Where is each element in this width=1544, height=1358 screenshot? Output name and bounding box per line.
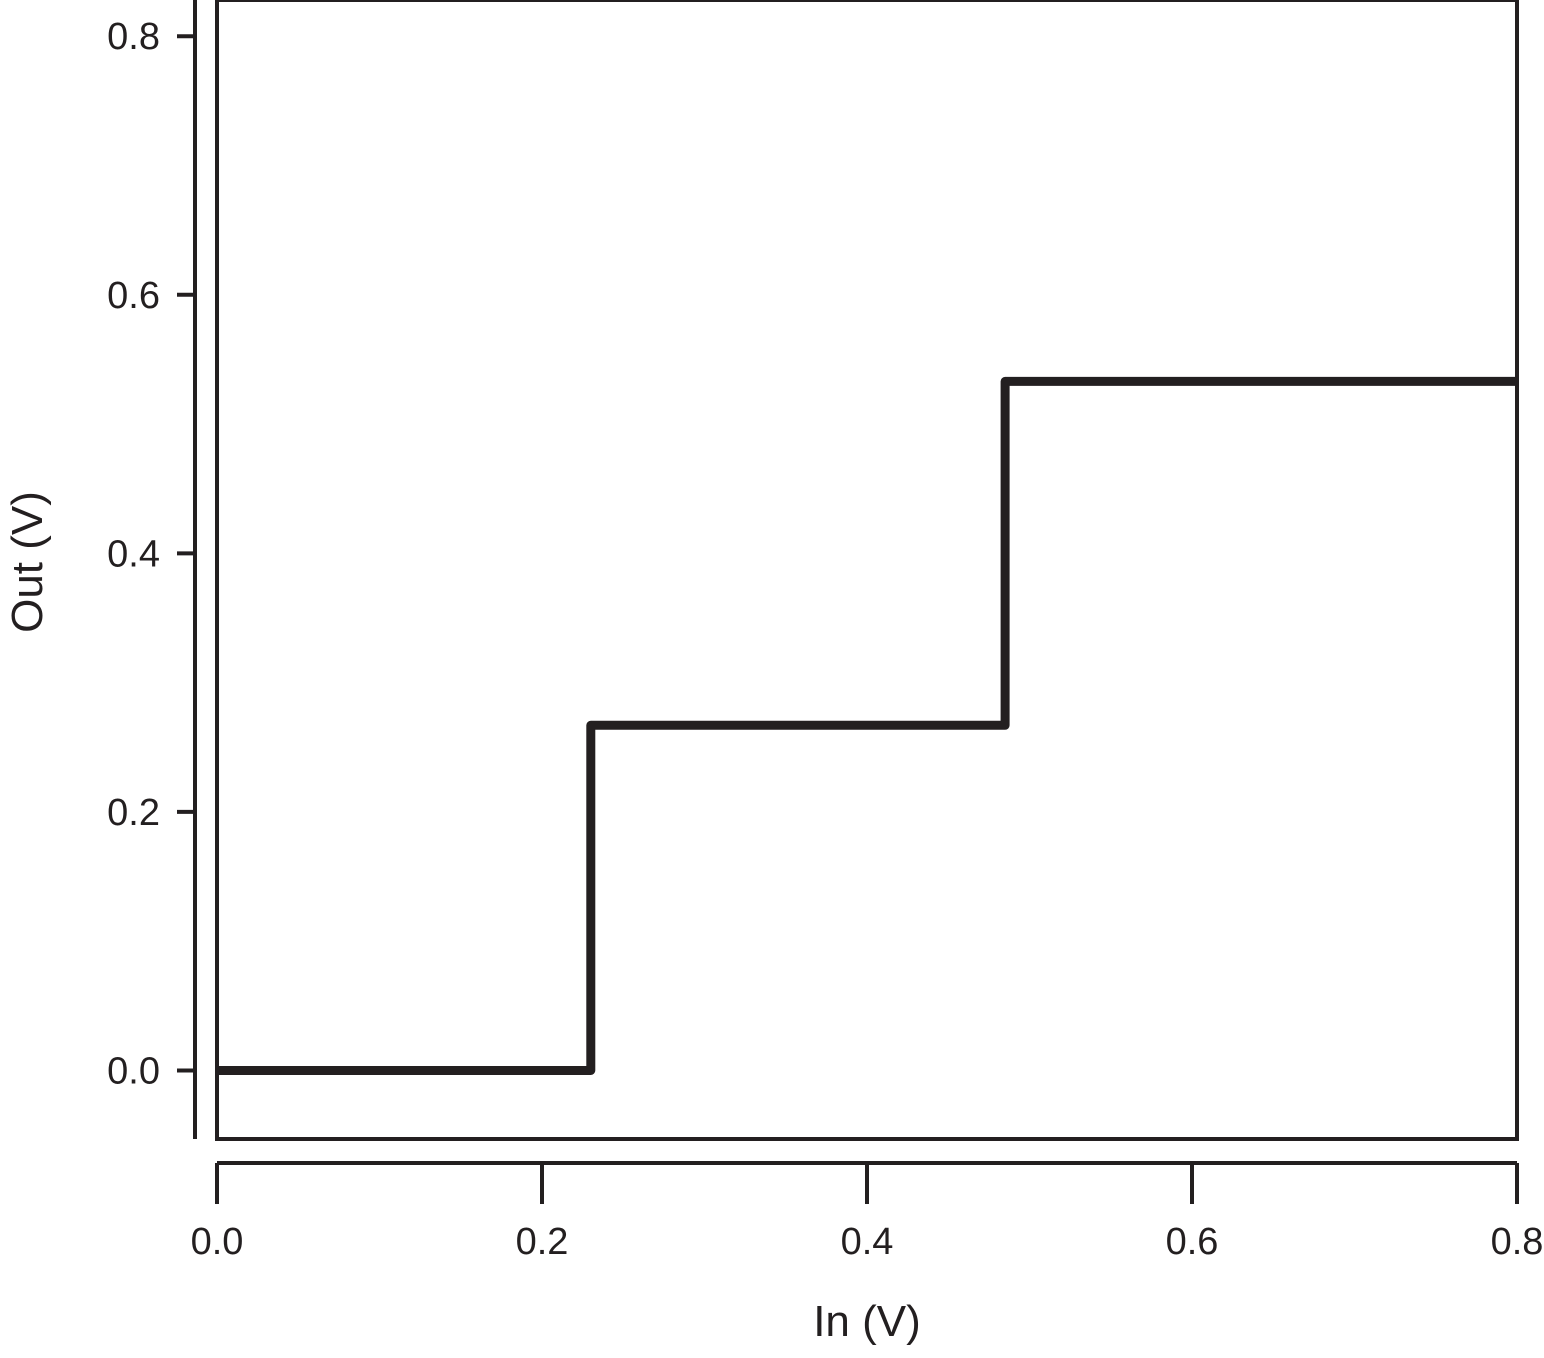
x-tick-label: 0.0 xyxy=(191,1221,244,1263)
x-tick-label: 0.4 xyxy=(841,1221,894,1263)
y-tick-label: 0.4 xyxy=(107,533,160,575)
x-tick-label: 0.2 xyxy=(516,1221,569,1263)
y-tick-label: 0.8 xyxy=(107,16,160,58)
y-tick-label: 0.2 xyxy=(107,792,160,834)
x-axis-ticks: 0.0 0.2 0.4 0.6 0.8 xyxy=(191,1163,1544,1263)
plot-frame xyxy=(215,0,1519,1141)
series-line xyxy=(217,376,1517,1075)
x-axis-title: In (V) xyxy=(813,1297,921,1346)
y-axis-title: Out (V) xyxy=(3,491,52,633)
y-axis-ticks: 0.0 0.2 0.4 0.6 0.8 xyxy=(107,16,195,1092)
y-tick-label: 0.0 xyxy=(107,1050,160,1092)
x-tick-label: 0.6 xyxy=(1166,1221,1219,1263)
x-tick-label: 0.8 xyxy=(1491,1221,1544,1263)
y-tick-label: 0.6 xyxy=(107,275,160,317)
